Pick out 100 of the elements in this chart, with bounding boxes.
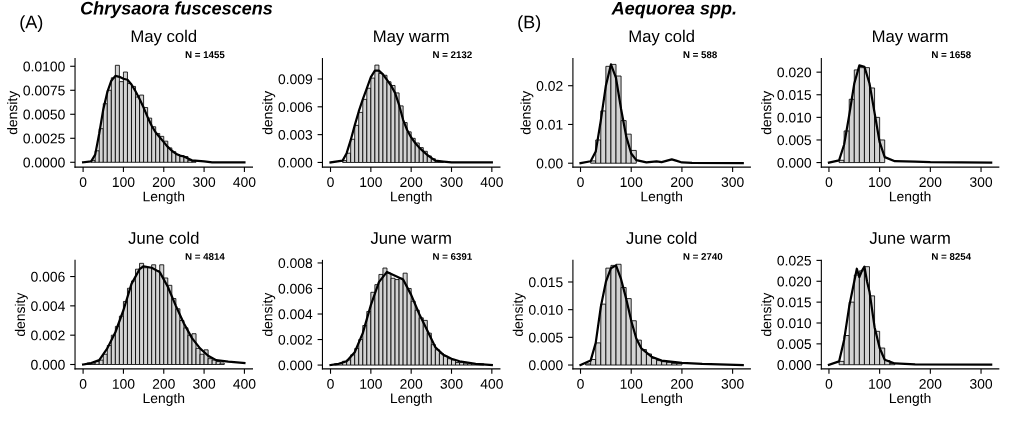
y-tick-label: 0.00 — [536, 158, 563, 169]
x-tick-label: 300 — [193, 177, 216, 188]
x-axis-title: Length — [889, 392, 931, 406]
y-tick-label: 0.000 — [31, 359, 65, 370]
x-tick-label: 200 — [671, 177, 693, 188]
chart-title: June warm — [370, 232, 451, 244]
y-tick-label: 0.009 — [278, 74, 313, 85]
chart-title: June cold — [128, 231, 199, 244]
y-tick-label: 0.000 — [777, 360, 812, 370]
chart-title: June warm — [869, 232, 950, 244]
x-axis-title: Length — [391, 392, 432, 406]
y-tick-label: 0.015 — [777, 297, 812, 308]
y-tick-label: 0.004 — [31, 301, 65, 312]
x-axis-title: Length — [889, 191, 931, 205]
x-tick-label: 400 — [480, 177, 503, 188]
x-tick-label: 0 — [327, 177, 334, 188]
y-axis-title: density — [512, 292, 526, 337]
text: N = 2132 — [433, 51, 472, 59]
y-tick-label: 0.010 — [528, 305, 563, 315]
x-tick-label: 300 — [969, 177, 993, 188]
x-tick-label: 300 — [721, 378, 744, 389]
text: Chrysaora fuscescens — [80, 1, 273, 19]
x-tick-label: 200 — [671, 378, 693, 389]
text: (B) — [518, 15, 541, 33]
x-axis-title: Length — [641, 191, 682, 205]
y-tick-label: 0.0025 — [23, 133, 65, 144]
x-tick-label: 200 — [919, 378, 942, 389]
chart-title: May warm — [374, 30, 449, 46]
y-axis-title: density — [14, 292, 28, 337]
y-tick-label: 0.002 — [278, 334, 313, 345]
text: N = 8254 — [932, 253, 972, 260]
x-tick-label: 300 — [440, 378, 463, 389]
x-tick-label: 200 — [919, 177, 942, 188]
y-tick-label: 0.000 — [528, 360, 563, 371]
x-tick-label: 100 — [620, 378, 643, 389]
text: (A) — [20, 15, 43, 33]
y-axis-title: density — [262, 292, 276, 337]
x-tick-label: 100 — [620, 177, 643, 188]
x-axis-title: Length — [641, 392, 682, 406]
x-tick-label: 300 — [193, 378, 216, 389]
chart-title: May warm — [873, 30, 948, 46]
y-tick-label: 0.004 — [278, 309, 313, 320]
y-tick-label: 0.0000 — [23, 157, 65, 168]
x-tick-label: 0 — [825, 378, 833, 389]
y-tick-label: 0.010 — [777, 318, 812, 329]
x-tick-label: 0 — [577, 378, 584, 389]
chart-title: June cold — [626, 231, 697, 244]
y-tick-label: 0.010 — [777, 112, 812, 123]
x-tick-label: 0 — [577, 177, 584, 188]
x-axis-title: Length — [143, 191, 185, 205]
y-tick-label: 0.003 — [278, 129, 313, 140]
y-tick-label: 0.000 — [777, 157, 812, 168]
y-tick-label: 0.005 — [777, 135, 812, 146]
y-tick-label: 0.000 — [278, 360, 313, 371]
chart-title: May cold — [629, 29, 694, 46]
x-tick-label: 100 — [360, 378, 382, 389]
y-tick-label: 0.020 — [777, 67, 812, 78]
y-tick-label: 0.006 — [278, 102, 313, 112]
x-tick-label: 100 — [869, 378, 891, 389]
text: N = 588 — [683, 51, 717, 59]
text: Aequorea spp. — [611, 1, 736, 19]
x-tick-label: 100 — [112, 378, 135, 389]
x-axis-title: Length — [143, 392, 185, 406]
y-tick-label: 0.005 — [777, 339, 812, 350]
y-tick-label: 0.01 — [536, 119, 563, 130]
x-tick-label: 0 — [327, 378, 334, 389]
y-tick-label: 0.006 — [278, 283, 313, 294]
y-tick-label: 0.0050 — [23, 109, 65, 120]
x-tick-label: 100 — [112, 177, 135, 188]
y-tick-label: 0.0100 — [23, 61, 65, 72]
x-tick-label: 0 — [79, 378, 87, 389]
x-tick-label: 400 — [480, 378, 503, 389]
y-axis-title: density — [7, 90, 21, 135]
text: N = 1658 — [932, 51, 971, 59]
y-tick-label: 0.000 — [278, 157, 313, 168]
x-tick-label: 100 — [360, 177, 382, 188]
x-tick-label: 400 — [233, 378, 256, 389]
y-tick-label: 0.006 — [31, 271, 65, 282]
text: N = 4814 — [185, 253, 225, 260]
x-tick-label: 200 — [152, 177, 175, 188]
y-tick-label: 0.0075 — [23, 85, 65, 96]
y-tick-label: 0.020 — [777, 276, 812, 287]
y-tick-label: 0.015 — [777, 90, 812, 100]
y-axis-title: density — [262, 90, 276, 135]
y-tick-label: 0.015 — [528, 277, 563, 288]
text: N = 1455 — [185, 51, 225, 59]
text: N = 6391 — [433, 253, 472, 260]
x-tick-label: 300 — [969, 378, 993, 389]
x-tick-label: 300 — [721, 177, 744, 188]
text: N = 2740 — [683, 253, 723, 260]
x-tick-label: 200 — [152, 378, 175, 389]
chart-title: May cold — [131, 29, 197, 46]
y-tick-label: 0.025 — [777, 255, 812, 266]
x-tick-label: 100 — [869, 177, 891, 188]
x-tick-label: 0 — [825, 177, 833, 188]
y-axis-title: density — [761, 292, 775, 337]
x-tick-label: 0 — [79, 177, 87, 188]
y-axis-title: density — [520, 90, 534, 135]
y-tick-label: 0.02 — [536, 81, 563, 91]
x-tick-label: 300 — [440, 177, 463, 188]
